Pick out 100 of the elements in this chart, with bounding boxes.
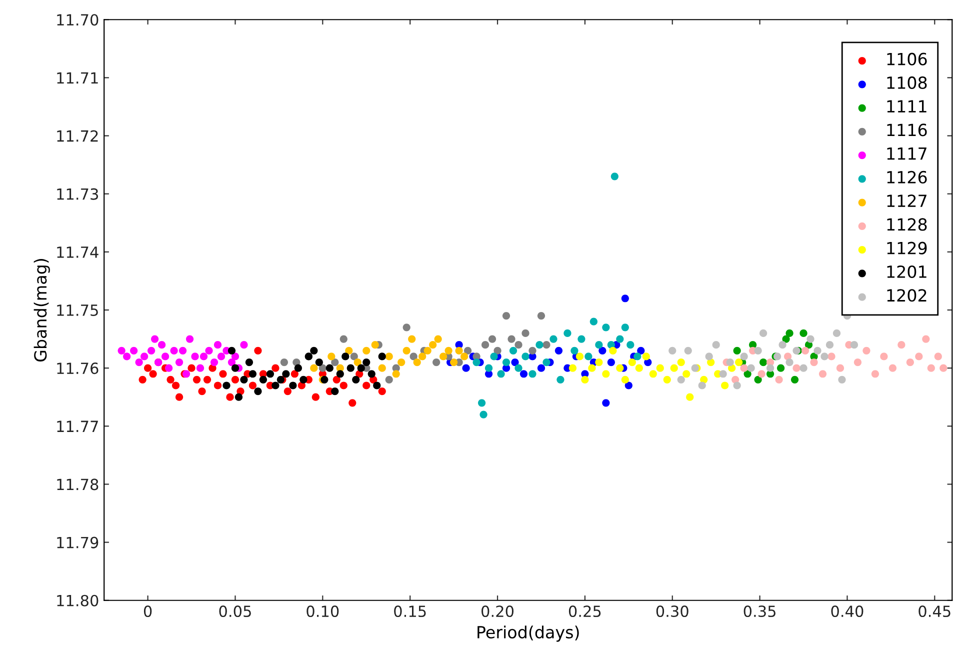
point	[542, 341, 550, 349]
point	[588, 364, 596, 372]
point	[294, 364, 302, 372]
point	[282, 370, 290, 378]
point	[607, 358, 615, 366]
point	[818, 370, 827, 378]
point	[915, 352, 923, 360]
point	[509, 346, 518, 354]
point	[144, 364, 152, 372]
x-tick-label: 0.30	[656, 606, 688, 618]
point	[148, 346, 156, 354]
point	[621, 376, 629, 384]
point	[175, 358, 184, 366]
point	[280, 358, 288, 366]
point	[595, 358, 603, 366]
point	[245, 358, 254, 366]
point	[838, 376, 846, 384]
point	[429, 341, 437, 349]
point	[649, 370, 657, 378]
x-tick-label: 0.45	[918, 606, 950, 618]
x-tick-label: 0	[144, 606, 152, 618]
point	[754, 346, 762, 354]
point	[570, 346, 578, 354]
point	[231, 364, 240, 372]
point	[378, 364, 386, 372]
point	[700, 376, 708, 384]
point	[705, 352, 713, 360]
point	[354, 358, 362, 366]
x-tick-label: 0.15	[394, 606, 426, 618]
point	[522, 352, 530, 360]
point	[637, 346, 645, 354]
point	[677, 358, 685, 366]
point	[254, 346, 262, 354]
point	[310, 364, 318, 372]
point	[332, 376, 340, 384]
point	[610, 172, 618, 180]
point	[196, 364, 204, 372]
point	[616, 335, 624, 343]
point	[480, 410, 488, 418]
point	[880, 352, 888, 360]
point	[621, 294, 629, 302]
point	[624, 382, 632, 390]
point	[432, 358, 440, 366]
point	[778, 341, 786, 349]
point	[300, 376, 308, 384]
point	[123, 352, 131, 360]
point	[226, 393, 234, 401]
point	[602, 399, 610, 407]
point	[598, 346, 606, 354]
point	[248, 370, 257, 378]
y-tick-label: 11.73	[57, 188, 98, 200]
point	[576, 352, 584, 360]
point	[786, 358, 794, 366]
point	[350, 352, 358, 360]
point	[205, 346, 213, 354]
point	[744, 370, 752, 378]
legend-label: 1202	[887, 289, 926, 302]
point	[434, 335, 442, 343]
point	[140, 352, 148, 360]
point	[214, 382, 222, 390]
point	[922, 335, 930, 343]
point	[312, 393, 320, 401]
point	[175, 393, 184, 401]
point	[118, 346, 126, 354]
legend-label: 1128	[887, 218, 927, 231]
point	[607, 341, 615, 349]
point	[378, 352, 386, 360]
point	[149, 370, 157, 378]
point	[528, 346, 536, 354]
point	[481, 341, 490, 349]
point	[670, 364, 678, 372]
point	[188, 364, 196, 372]
y-tick-label: 11.76	[57, 362, 98, 374]
point	[682, 370, 690, 378]
point	[602, 324, 610, 332]
point	[888, 364, 896, 372]
y-tick-label: 11.72	[57, 130, 98, 142]
point	[373, 382, 381, 390]
point	[368, 370, 376, 378]
point	[385, 376, 393, 384]
point	[609, 346, 617, 354]
point	[460, 352, 468, 360]
point	[776, 364, 785, 372]
point	[578, 335, 586, 343]
x-tick-label: 0.20	[482, 606, 514, 618]
point	[514, 364, 522, 372]
point	[342, 352, 350, 360]
point	[820, 352, 828, 360]
point	[733, 346, 741, 354]
point	[217, 352, 226, 360]
point	[854, 358, 862, 366]
y-tick-label: 11.78	[57, 478, 98, 490]
point	[198, 388, 206, 396]
point	[336, 370, 344, 378]
point	[542, 358, 550, 366]
point	[814, 346, 822, 354]
point	[191, 352, 199, 360]
point	[228, 358, 236, 366]
point	[248, 382, 257, 390]
point	[424, 346, 432, 354]
